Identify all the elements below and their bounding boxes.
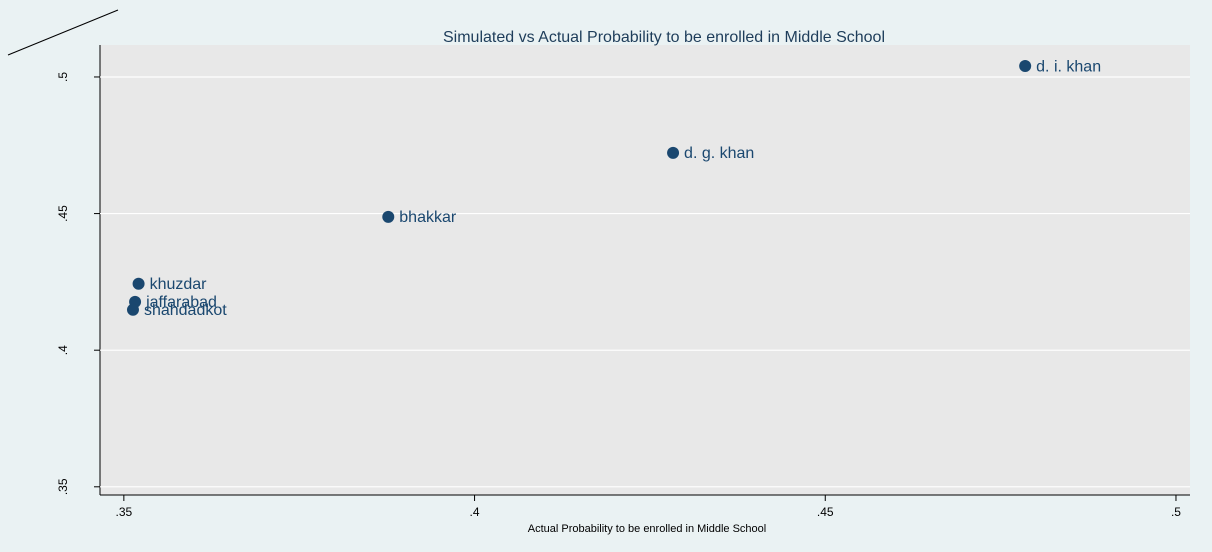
point (126, 303, 139, 316)
decoration (7, 9, 119, 56)
y-tick-label: .5 (56, 72, 70, 82)
point (382, 210, 395, 223)
point (667, 146, 680, 159)
point-label: d. i. khan (1036, 58, 1101, 75)
point-label: bhakkar (399, 209, 457, 226)
chart-title: Simulated vs Actual Probability to be en… (443, 29, 885, 46)
point-label: jaffarabad (145, 294, 217, 311)
x-axis-label: Actual Probability to be enrolled in Mid… (528, 523, 766, 535)
point (132, 277, 145, 290)
x-tick-label: .45 (817, 505, 834, 519)
point-label: shahdadkot (144, 302, 227, 319)
point-label: d. g. khan (684, 145, 754, 162)
plot-area (100, 45, 1190, 495)
point-label: khuzdar (150, 276, 208, 293)
y-tick-label: .35 (56, 478, 70, 495)
x-tick-label: .35 (116, 505, 133, 519)
x-tick-label: .5 (1171, 505, 1181, 519)
y-tick-label: .4 (56, 345, 70, 355)
x-tick-label: .4 (470, 505, 480, 519)
y-tick-label: .45 (56, 205, 70, 222)
point (1019, 60, 1032, 73)
